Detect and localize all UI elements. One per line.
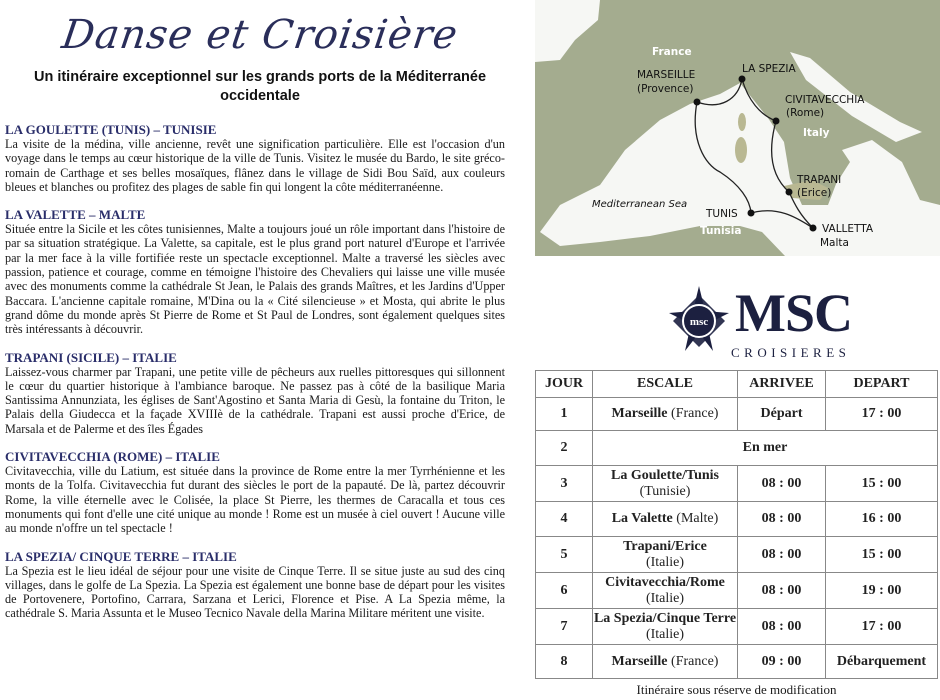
section-trapani: TRAPANI (SICILE) – ITALIE Laissez-vous ch…	[5, 350, 505, 436]
cell-depart: 15 : 00	[825, 536, 938, 573]
port-country: (Italie)	[645, 626, 685, 642]
map-label-tunisia: Tunisia	[700, 225, 742, 237]
sections-column: LA GOULETTE (TUNIS) – TUNISIE La visite d…	[5, 122, 505, 634]
table-row: 5 Trapani/Erice (Italie) 08 : 00 15 : 00	[535, 536, 938, 573]
port-name: Trapani/Erice	[623, 538, 707, 554]
cell-arrivee: 09 : 00	[737, 644, 826, 679]
cell-jour: 6	[535, 572, 593, 609]
port-country: (Malte)	[676, 511, 719, 526]
port-country: (France)	[671, 653, 719, 669]
table-row: 1 Marseille (France) Départ 17 : 00	[535, 397, 938, 431]
map-label-trapani: TRAPANI	[796, 174, 841, 186]
map-label-civitavecchia: CIVITAVECCHIA	[785, 94, 865, 106]
table-row: 7 La Spezia/Cinque Terre (Italie) 08 : 00 1…	[535, 608, 938, 645]
port-country: (France)	[671, 406, 719, 421]
itinerary-table: JOUR ESCALE ARRIVEE DEPART 1 Marseille (F…	[535, 370, 938, 679]
cell-escale: La Spezia/Cinque Terre (Italie)	[592, 608, 738, 645]
map-label-rome: (Rome)	[786, 107, 824, 119]
section-civitavecchia: CIVITAVECCHIA (ROME) – ITALIE Civitavecch…	[5, 449, 505, 535]
msc-logo-subtext: CROISIERES	[731, 345, 851, 360]
map-label-marseille: MARSEILLE	[637, 69, 695, 81]
cell-jour: 5	[535, 536, 593, 573]
section-heading: LA VALETTE – MALTE	[5, 207, 146, 223]
table-row: 3 La Goulette/Tunis (Tunisie) 08 : 00 15 : 0…	[535, 465, 938, 502]
page-title: Danse et Croisière	[59, 12, 461, 58]
map-label-valletta: VALLETTA	[822, 223, 874, 235]
port-name: La Valette	[611, 511, 673, 526]
cell-arrivee: 08 : 00	[737, 465, 826, 502]
cell-sea-day: En mer	[592, 430, 938, 466]
msc-logo-text: MSC	[735, 283, 853, 343]
cell-jour: 7	[535, 608, 593, 645]
section-text: Située entre la Sicile et les côtes tuni…	[5, 222, 505, 337]
section-heading: CIVITAVECCHIA (ROME) – ITALIE	[5, 449, 220, 465]
cell-depart: 15 : 00	[825, 465, 938, 502]
cell-depart: 19 : 00	[825, 572, 938, 609]
cell-jour: 3	[535, 465, 593, 502]
section-text: Civitavecchia, ville du Latium, est situ…	[5, 464, 505, 536]
cell-escale: Marseille (France)	[592, 397, 738, 431]
port-country: (Italie)	[645, 590, 685, 606]
cell-escale: La Valette (Malte)	[592, 501, 738, 537]
map-label-italy: Italy	[803, 127, 830, 139]
port-name: Marseille	[611, 406, 668, 421]
map-label-erice: (Erice)	[797, 187, 831, 199]
header-arrivee: ARRIVEE	[737, 370, 826, 398]
map-label-provence: (Provence)	[637, 83, 693, 95]
cell-jour: 2	[535, 430, 593, 466]
map-label-malta: Malta	[820, 237, 849, 249]
section-heading: LA SPEZIA/ CINQUE TERRE – ITALIE	[5, 548, 237, 564]
cell-depart: 17 : 00	[825, 397, 938, 431]
section-la-valette: LA VALETTE – MALTE Située entre la Sicile…	[5, 207, 505, 336]
cell-escale: Civitavecchia/Rome (Italie)	[592, 572, 738, 609]
section-la-goulette: LA GOULETTE (TUNIS) – TUNISIE La visite d…	[5, 122, 505, 194]
logo-emblem-text: msc	[690, 316, 708, 328]
cell-escale: Marseille (France)	[592, 644, 738, 679]
subtitle: Un itinéraire exceptionnel sur les grand…	[33, 69, 487, 104]
msc-compass-logo-icon: msc	[669, 286, 729, 351]
port-name: Civitavecchia/Rome	[605, 574, 725, 590]
map-label-la-spezia: LA SPEZIA	[742, 63, 797, 75]
port-name: Marseille	[611, 653, 668, 669]
cell-arrivee: 08 : 00	[737, 536, 826, 573]
port-name: La Spezia/Cinque Terre	[593, 610, 737, 626]
itinerary-map: France MARSEILLE (Provence) LA SPEZIA CI…	[535, 0, 940, 256]
map-label-tunis: TUNIS	[705, 208, 738, 220]
table-row: 6 Civitavecchia/Rome (Italie) 08 : 00 19 : 0…	[535, 572, 938, 609]
section-la-spezia: LA SPEZIA/ CINQUE TERRE – ITALIE La Spezi…	[5, 549, 505, 621]
table-row: 4 La Valette (Malte) 08 : 00 16 : 00	[535, 501, 938, 537]
port-country: (Tunisie)	[639, 483, 691, 499]
section-heading: TRAPANI (SICILE) – ITALIE	[5, 349, 177, 365]
cell-jour: 8	[535, 644, 593, 679]
cell-escale: Trapani/Erice (Italie)	[592, 536, 738, 573]
header-escale: ESCALE	[592, 370, 738, 398]
cell-depart: 16 : 00	[825, 501, 938, 537]
map-label-sea: Mediterranean Sea	[592, 199, 687, 210]
map-label-france: France	[652, 46, 692, 58]
table-row: 2 En mer	[535, 430, 938, 466]
cell-depart: Débarquement	[825, 644, 938, 679]
header-depart: DEPART	[825, 370, 938, 398]
section-text: La visite de la médina, ville ancienne, …	[5, 137, 505, 194]
cell-arrivee: 08 : 00	[737, 501, 826, 537]
section-heading: LA GOULETTE (TUNIS) – TUNISIE	[5, 122, 217, 137]
section-text: La Spezia est le lieu idéal de séjour po…	[5, 563, 505, 621]
itinerary-note: Itinéraire sous réserve de modification	[636, 682, 837, 697]
section-text: Laissez-vous charmer par Trapani, une pe…	[5, 364, 505, 436]
cell-depart: 17 : 00	[825, 608, 938, 645]
cell-arrivee: 08 : 00	[737, 572, 826, 609]
port-name: La Goulette/Tunis	[610, 467, 719, 483]
cell-arrivee: Départ	[737, 397, 826, 431]
cell-jour: 4	[535, 501, 593, 537]
port-country: (Italie)	[645, 554, 685, 570]
cell-arrivee: 08 : 00	[737, 608, 826, 645]
cell-escale: La Goulette/Tunis (Tunisie)	[592, 465, 738, 502]
header-jour: JOUR	[535, 370, 593, 398]
cell-jour: 1	[535, 397, 593, 431]
table-header: JOUR ESCALE ARRIVEE DEPART	[535, 370, 938, 398]
table-row: 8 Marseille (France) 09 : 00 Débarquement	[535, 644, 938, 679]
